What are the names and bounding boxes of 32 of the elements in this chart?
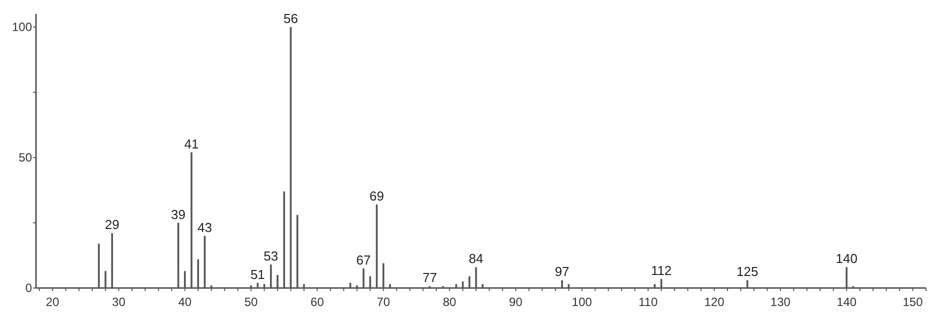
x-tick-label: 20 [46, 295, 60, 309]
annotation: 51 [250, 266, 265, 282]
x-tick-label: 60 [310, 295, 324, 309]
annotation: 43 [198, 220, 212, 235]
x-tick-label: 70 [376, 295, 390, 309]
annotation: 41 [184, 136, 199, 152]
x-tick-label: 150 [902, 295, 924, 309]
x-tick-label: 90 [509, 295, 523, 309]
annotation: 56 [284, 11, 298, 26]
annotation: 29 [104, 217, 120, 232]
annotation: 53 [264, 248, 278, 264]
x-tick-label: 110 [638, 295, 658, 309]
x-tick-label: 40 [178, 295, 192, 309]
annotation: 140 [836, 251, 858, 266]
x-tick-label: 30 [112, 295, 126, 309]
x-tick-label: 80 [442, 295, 457, 309]
annotation: 112 [650, 262, 672, 278]
x-tick-label: 100 [572, 295, 592, 309]
y-tick-label: 100 [12, 20, 32, 34]
x-tick-label: 140 [836, 295, 857, 309]
annotation: 77 [422, 270, 437, 286]
annotation: 69 [370, 188, 384, 204]
annotation: 97 [554, 264, 570, 280]
x-tick-label: 120 [704, 295, 725, 309]
x-tick-label: 130 [770, 295, 791, 309]
y-tick-label: 0 [25, 281, 32, 296]
annotation: 39 [171, 206, 186, 222]
annotation: 125 [736, 264, 758, 280]
y-tick-label: 50 [18, 150, 32, 165]
annotation: 84 [468, 251, 484, 266]
annotation: 67 [356, 252, 371, 268]
x-tick-label: 50 [244, 295, 258, 309]
